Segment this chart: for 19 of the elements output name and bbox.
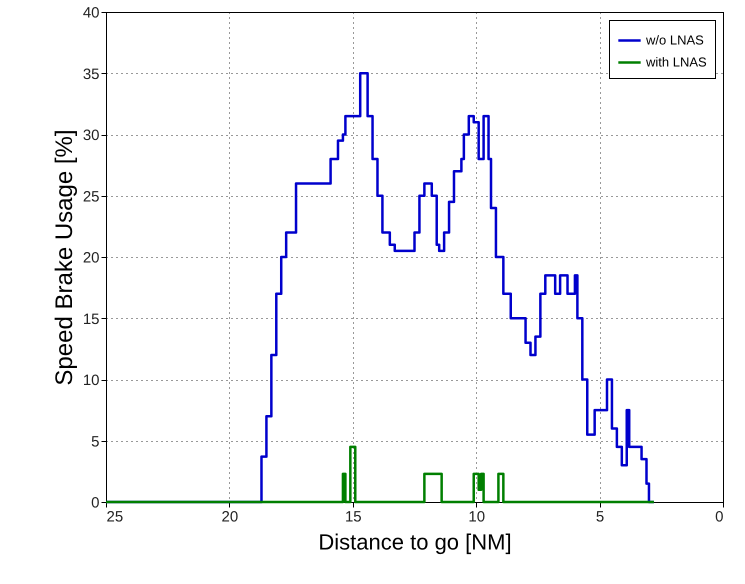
y-tick-label: 5 — [91, 433, 100, 450]
legend-label: w/o LNAS — [645, 32, 704, 48]
y-tick-label: 30 — [82, 127, 100, 144]
y-tick-label: 35 — [82, 66, 100, 83]
y-tick-label: 25 — [82, 188, 100, 206]
legend-label: with LNAS — [645, 54, 708, 70]
x-tick-label: 20 — [222, 508, 238, 526]
x-tick-label: 25 — [106, 508, 124, 526]
x-tick-label: 5 — [596, 508, 604, 526]
x-axis-title: Distance to go [NM] — [318, 530, 512, 554]
x-tick-label: 10 — [468, 508, 486, 526]
y-axis-title: Speed Brake Usage [%] — [50, 129, 78, 386]
x-tick-label: 0 — [715, 508, 724, 526]
y-tick-label: 20 — [82, 250, 100, 266]
y-tick-label: 0 — [91, 494, 100, 512]
y-tick-label: 40 — [82, 4, 100, 22]
x-tick-label: 15 — [344, 508, 362, 526]
y-tick-label: 15 — [82, 310, 100, 328]
y-tick-label: 10 — [82, 372, 100, 389]
